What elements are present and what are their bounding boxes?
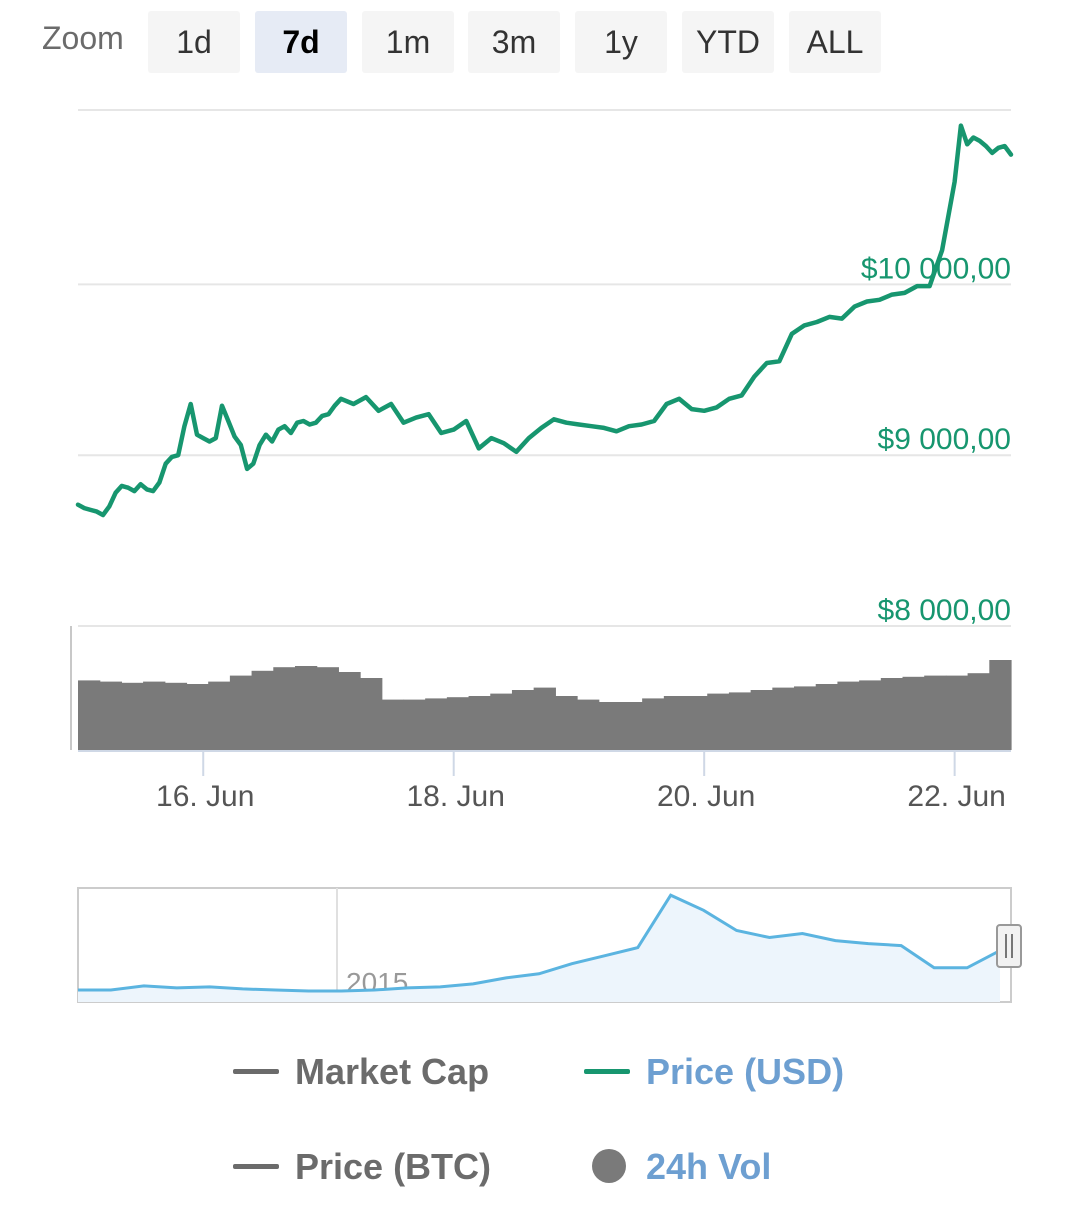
volume-bar: [555, 696, 578, 750]
x-tick-label: 20. Jun: [657, 780, 755, 813]
navigator-handle: [996, 924, 1022, 968]
volume-bar: [143, 681, 166, 750]
legend-line-icon: [584, 1069, 630, 1074]
volume-bar: [642, 698, 665, 750]
volume-bar: [99, 681, 122, 750]
volume-bar: [294, 666, 318, 750]
legend-item-market-cap[interactable]: Market Cap: [233, 1047, 533, 1097]
volume-bar: [229, 675, 253, 750]
x-tick-label: 16. Jun: [156, 780, 254, 813]
volume-bar: [598, 702, 622, 750]
volume-bar: [251, 670, 274, 750]
zoom-button-1d[interactable]: 1d: [148, 11, 240, 73]
volume-bar: [446, 697, 470, 750]
volume-bar: [511, 690, 535, 750]
volume-bar: [880, 678, 904, 750]
grid-lines: [78, 109, 1011, 627]
volume-bar: [902, 676, 925, 750]
volume-bar: [772, 687, 795, 750]
navigator[interactable]: 2015: [77, 887, 1022, 1003]
volume-bar: [360, 678, 383, 750]
volume-bar: [967, 673, 990, 750]
x-tick-label: 18. Jun: [406, 780, 504, 813]
x-tick-label: 22. Jun: [907, 780, 1005, 813]
volume-bar: [620, 702, 643, 750]
volume-bar: [794, 686, 817, 750]
price-usd-line: [75, 123, 1014, 518]
legend-line-icon: [233, 1069, 279, 1074]
volume-bar: [381, 699, 405, 750]
zoom-button-all[interactable]: ALL: [789, 11, 881, 73]
zoom-label: Zoom: [42, 20, 124, 56]
volume-bar: [338, 672, 361, 750]
zoom-button-3m[interactable]: 3m: [468, 11, 560, 73]
legend-label-price-btc: Price (BTC): [295, 1146, 492, 1187]
volume-bar: [533, 687, 556, 750]
price-series: [75, 123, 1014, 518]
volume-bar: [490, 693, 513, 750]
volume-bar: [403, 699, 426, 750]
volume-bar: [815, 684, 839, 750]
legend-item-price-usd[interactable]: Price (USD): [584, 1047, 884, 1097]
volume-bars: [70, 626, 1012, 750]
volume-bar: [316, 667, 339, 750]
volume-bar: [121, 682, 144, 750]
volume-bar: [663, 696, 687, 750]
volume-bar: [685, 696, 708, 750]
volume-bar: [989, 660, 1012, 750]
legend-label-market-cap: Market Cap: [295, 1051, 490, 1092]
zoom-button-1m[interactable]: 1m: [362, 11, 454, 73]
legend-label-price-usd: Price (USD): [646, 1051, 845, 1092]
volume-bar: [208, 681, 231, 750]
volume-bar: [468, 696, 491, 750]
volume-bar: [425, 698, 448, 750]
volume-bar: [859, 680, 882, 750]
y-axis-labels: $8 000,00 $9 000,00 $10 000,00: [861, 252, 1011, 627]
navigator-line: [78, 893, 1001, 993]
volume-bar: [78, 680, 101, 750]
y-tick-label: $8 000,00: [878, 594, 1011, 627]
legend-label-24h-vol: 24h Vol: [646, 1146, 772, 1187]
volume-bar: [273, 667, 296, 750]
volume-bar: [707, 693, 730, 750]
zoom-button-7d[interactable]: 7d: [255, 11, 347, 73]
price-chart: $8 000,00 $9 000,00 $10 000,00 16. Jun 18. …: [70, 109, 1022, 1003]
legend-dot-icon: [592, 1149, 626, 1183]
volume-bar: [750, 690, 773, 750]
legend-line-icon: [233, 1164, 279, 1169]
legend-item-24h-vol[interactable]: 24h Vol: [584, 1142, 884, 1192]
volume-bar: [186, 684, 209, 750]
volume-bar: [924, 675, 947, 750]
zoom-button-ytd[interactable]: YTD: [682, 11, 774, 73]
volume-bar: [728, 692, 752, 750]
y-tick-label: $9 000,00: [878, 423, 1011, 456]
navigator-area: [78, 895, 1000, 1002]
x-axis: 16. Jun 18. Jun 20. Jun 22. Jun: [78, 750, 1011, 813]
volume-bar: [945, 675, 969, 750]
y-tick-label: $10 000,00: [861, 252, 1011, 285]
zoom-button-1y[interactable]: 1y: [575, 11, 667, 73]
volume-bar: [164, 682, 188, 750]
zoom-bar: Zoom 1d 7d 1m 3m 1y YTD ALL: [0, 0, 1084, 90]
volume-bar: [577, 699, 600, 750]
legend-item-price-btc[interactable]: Price (BTC): [233, 1142, 533, 1192]
volume-bar: [837, 681, 860, 750]
